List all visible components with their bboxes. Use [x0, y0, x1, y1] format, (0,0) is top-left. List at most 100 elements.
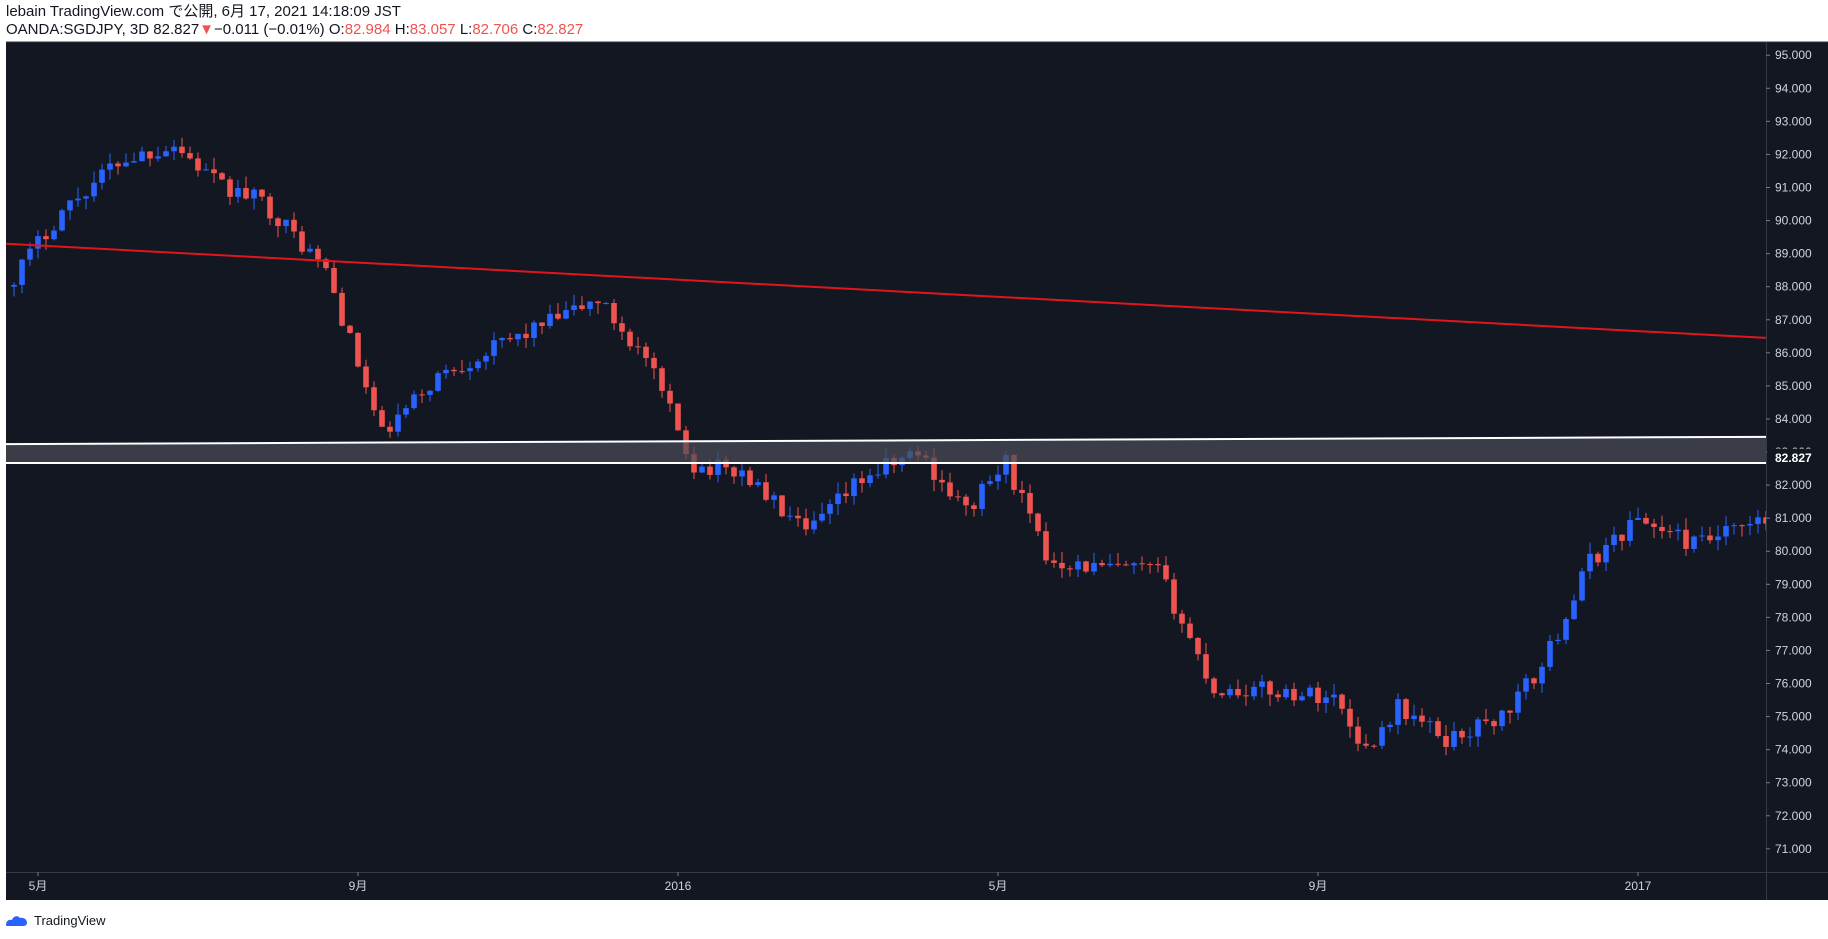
x-tick-label: 2017 — [1625, 879, 1652, 893]
candle-body — [1355, 726, 1361, 744]
y-tick-label: 89.000 — [1775, 247, 1812, 261]
y-tick-label: 95.000 — [1775, 48, 1812, 62]
low-label: L: — [459, 21, 473, 38]
candle-body — [1555, 639, 1561, 642]
candle-body — [1171, 579, 1177, 614]
last-price-marker — [1767, 448, 1825, 467]
candle-body — [475, 361, 481, 369]
candle-body — [539, 322, 545, 326]
candle-body — [179, 146, 185, 154]
candle-body — [83, 196, 89, 199]
candle-body — [955, 496, 961, 498]
x-tick-label: 9月 — [1309, 879, 1328, 893]
candle-body — [1299, 696, 1305, 701]
candles-layer — [6, 137, 1828, 756]
candle-body — [59, 210, 65, 231]
candle-body — [1395, 699, 1401, 725]
time-axis[interactable] — [6, 872, 1766, 900]
last-price-label: 82.827 — [1775, 451, 1812, 465]
candle-body — [387, 426, 393, 432]
candle-body — [1539, 666, 1545, 684]
downtrend-line[interactable] — [6, 242, 1828, 588]
candle-body — [579, 305, 585, 309]
candle-body — [851, 478, 857, 497]
candle-body — [251, 189, 257, 199]
candle-body — [1315, 687, 1321, 704]
candle-body — [707, 466, 713, 475]
candle-body — [1259, 681, 1265, 687]
candle-body — [1739, 525, 1745, 527]
candle-body — [1347, 708, 1353, 727]
low-value: 82.706 — [472, 21, 519, 38]
candle-body — [515, 333, 521, 340]
resistance-zone[interactable] — [6, 436, 1766, 463]
y-tick-label: 79.000 — [1775, 577, 1812, 591]
candle-body — [1123, 564, 1129, 566]
resistance-upper-line[interactable] — [6, 435, 1766, 446]
candle-body — [1507, 710, 1513, 713]
candle-body — [283, 219, 289, 227]
candle-body — [1563, 619, 1569, 640]
candle-body — [883, 458, 889, 475]
candle-body — [1043, 531, 1049, 561]
y-tick-label: 78.000 — [1775, 610, 1812, 624]
candle-body — [627, 331, 633, 347]
candle-body — [715, 459, 721, 475]
candle-body — [611, 303, 617, 324]
high-value: 83.057 — [409, 21, 456, 38]
candle-body — [371, 387, 377, 411]
candle-body — [171, 146, 177, 152]
candle-body — [875, 474, 881, 476]
candle-body — [1131, 563, 1137, 566]
candle-body — [19, 259, 25, 285]
candle-body — [147, 151, 153, 159]
candle-body — [1651, 523, 1657, 527]
candle-body — [1027, 493, 1033, 514]
candle-body — [1411, 715, 1417, 720]
candle-body — [339, 292, 345, 326]
y-tick-label: 88.000 — [1775, 280, 1812, 294]
candle-body — [1691, 536, 1697, 549]
candle-body — [435, 373, 441, 391]
candle-body — [979, 483, 985, 509]
candle-body — [523, 333, 529, 338]
y-tick-label: 77.000 — [1775, 643, 1812, 657]
candle-body — [243, 188, 249, 199]
symbol-label: OANDA:SGDJPY, 3D — [6, 21, 150, 38]
candle-body — [1155, 564, 1161, 566]
y-tick-label: 91.000 — [1775, 180, 1812, 194]
candle-body — [1219, 693, 1225, 696]
price-change: −0.011 (−0.01%) — [214, 21, 325, 38]
candle-body — [931, 457, 937, 480]
y-tick-label: 90.000 — [1775, 214, 1812, 228]
candle-body — [827, 504, 833, 514]
y-tick-label: 82.000 — [1775, 478, 1812, 492]
y-tick-label: 75.000 — [1775, 710, 1812, 724]
candle-body — [1611, 534, 1617, 546]
candle-body — [787, 515, 793, 517]
y-tick-label: 80.000 — [1775, 544, 1812, 558]
candle-body — [779, 495, 785, 517]
candle-body — [1491, 721, 1497, 727]
candle-body — [1467, 736, 1473, 738]
candle-body — [291, 219, 297, 232]
candle-body — [835, 493, 841, 505]
y-tick-label: 92.000 — [1775, 147, 1812, 161]
candle-body — [1683, 529, 1689, 549]
ohlc-legend: OANDA:SGDJPY, 3D 82.827▼−0.011 (−0.01%) … — [6, 21, 583, 39]
candle-body — [411, 394, 417, 409]
candle-body — [267, 196, 273, 219]
candle-body — [91, 182, 97, 197]
candle-body — [1635, 517, 1641, 520]
candle-body — [307, 248, 313, 252]
candle-body — [595, 301, 601, 304]
down-arrow-icon: ▼ — [199, 21, 215, 38]
candle-body — [1139, 563, 1145, 565]
close-value: 82.827 — [537, 21, 584, 38]
candle-body — [51, 230, 57, 240]
candle-body — [507, 338, 513, 340]
candle-body — [211, 169, 217, 174]
candle-body — [1251, 686, 1257, 697]
candle-body — [1075, 561, 1081, 570]
